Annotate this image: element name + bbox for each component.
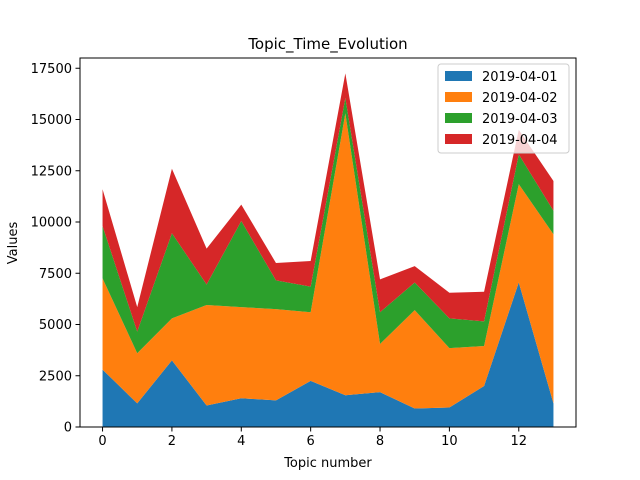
legend-swatch-2	[445, 113, 472, 123]
chart-title: Topic_Time_Evolution	[247, 35, 407, 54]
x-tick-label: 4	[237, 434, 245, 449]
x-tick-label: 0	[98, 434, 106, 449]
area-series-2	[102, 97, 554, 354]
area-layers	[102, 73, 554, 427]
area-series-3	[102, 73, 554, 332]
plot-border	[79, 57, 577, 428]
y-tick-label: 10000	[31, 216, 72, 231]
y-tick-label: 17500	[31, 62, 72, 77]
legend-label-1: 2019-04-02	[482, 91, 558, 106]
y-tick-label: 2500	[39, 369, 72, 384]
y-tick-label: 15000	[31, 113, 72, 128]
y-tick-label: 0	[64, 421, 72, 436]
area-series-1	[102, 113, 554, 409]
x-tick-label: 8	[376, 434, 384, 449]
legend-label-3: 2019-04-04	[482, 133, 558, 148]
y-axis-ticks: 0 2500 5000 7500 10000 12500 15000 17500	[31, 62, 80, 436]
y-tick-label: 7500	[39, 267, 72, 282]
x-axis-label: Topic number	[283, 456, 372, 471]
x-tick-label: 12	[510, 434, 527, 449]
x-tick-label: 6	[307, 434, 315, 449]
legend-label-2: 2019-04-03	[482, 112, 558, 127]
legend-swatch-1	[445, 92, 472, 102]
legend-label-0: 2019-04-01	[482, 70, 558, 85]
area-series-0	[102, 282, 554, 427]
y-tick-label: 5000	[39, 318, 72, 333]
y-axis-label: Values	[6, 222, 21, 265]
legend: 2019-04-01 2019-04-02 2019-04-03 2019-04-04	[437, 63, 570, 154]
x-tick-label: 10	[441, 434, 458, 449]
x-tick-label: 2	[168, 434, 176, 449]
x-axis-ticks: 0 2 4 6 8 10 12	[98, 427, 527, 449]
axes-frame	[79, 57, 577, 428]
legend-swatch-0	[445, 71, 472, 81]
y-tick-label: 12500	[31, 164, 72, 179]
legend-box	[437, 63, 570, 154]
legend-swatch-3	[445, 134, 472, 144]
